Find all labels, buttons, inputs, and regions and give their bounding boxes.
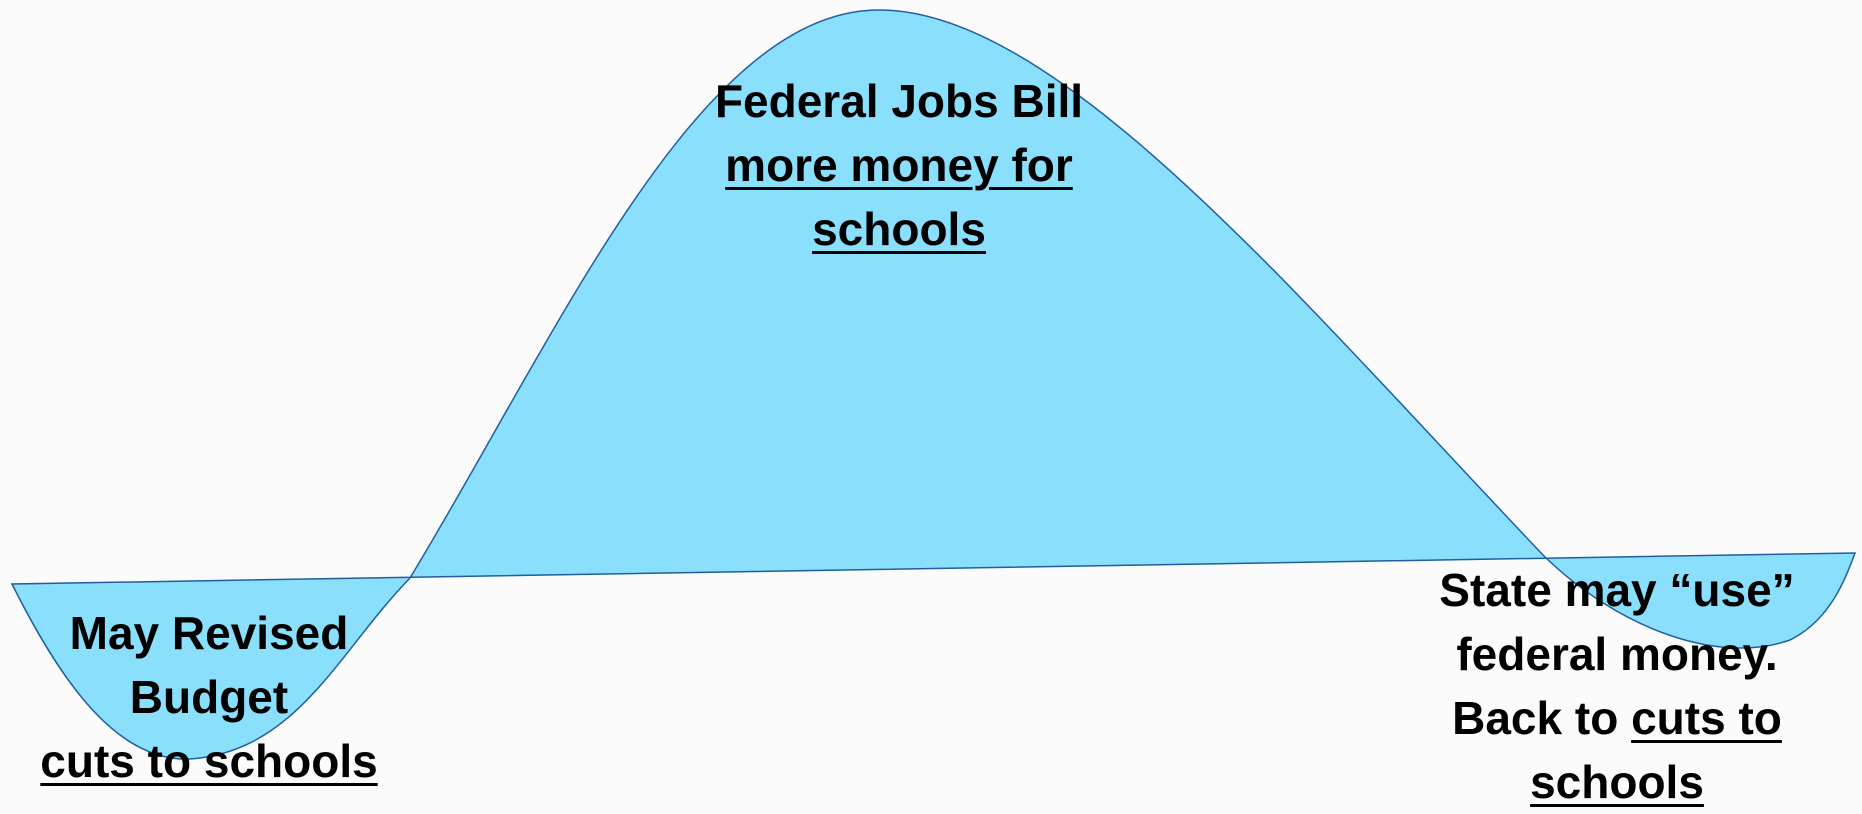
- label-line: federal money.: [1456, 628, 1778, 680]
- label-line: more money for: [725, 139, 1073, 191]
- label-line: Federal Jobs Bill: [714, 75, 1084, 127]
- label-line: cuts to schools: [40, 735, 378, 787]
- federal-label: Federal Jobs Bill more money for schools: [715, 69, 1083, 261]
- may-label: May Revised Budget cuts to schools: [40, 601, 377, 793]
- label-line: Budget: [129, 671, 289, 723]
- label-line: Back to cuts to: [1439, 686, 1794, 750]
- label-line: State may “use”: [1439, 564, 1795, 616]
- state-label: State may “use” federal money. Back to c…: [1439, 558, 1794, 814]
- wave-shape: [10, 9, 1857, 760]
- label-text: cuts to: [1631, 692, 1782, 744]
- label-text: Back to: [1452, 692, 1619, 744]
- label-line: May Revised: [69, 607, 349, 659]
- label-line: schools: [1530, 756, 1704, 808]
- label-line: schools: [812, 203, 986, 255]
